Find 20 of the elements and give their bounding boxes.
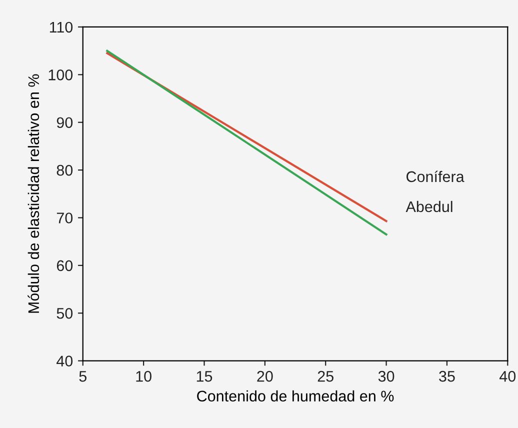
y-tick-label: 90 (56, 117, 73, 128)
x-tick-label: 25 (318, 370, 334, 382)
x-tick-label: 20 (257, 370, 273, 382)
text: Conífera (406, 170, 464, 182)
y-tick-label: 50 (56, 308, 73, 319)
y-tick-label: 70 (56, 212, 73, 224)
y-tick-label: 60 (56, 260, 73, 272)
x-tick-label: 30 (378, 370, 394, 382)
y-tick-label: 80 (56, 164, 73, 176)
x-tick-label: 40 (499, 370, 516, 382)
x-tick-label: 35 (439, 370, 455, 382)
y-tick-label: 100 (48, 70, 73, 80)
x-tick-label: 5 (79, 371, 86, 382)
x-tick-label: 10 (136, 370, 152, 382)
y-tick-label: 40 (56, 356, 73, 366)
y-axis-title: Módulo de elasticidad relativo en % (28, 74, 40, 313)
x-tick-label: 15 (196, 371, 212, 382)
y-tick-label: 110 (50, 22, 73, 33)
x-axis-title: Contenido de humedad en % (197, 390, 394, 402)
series-label: Abedul (406, 200, 452, 212)
